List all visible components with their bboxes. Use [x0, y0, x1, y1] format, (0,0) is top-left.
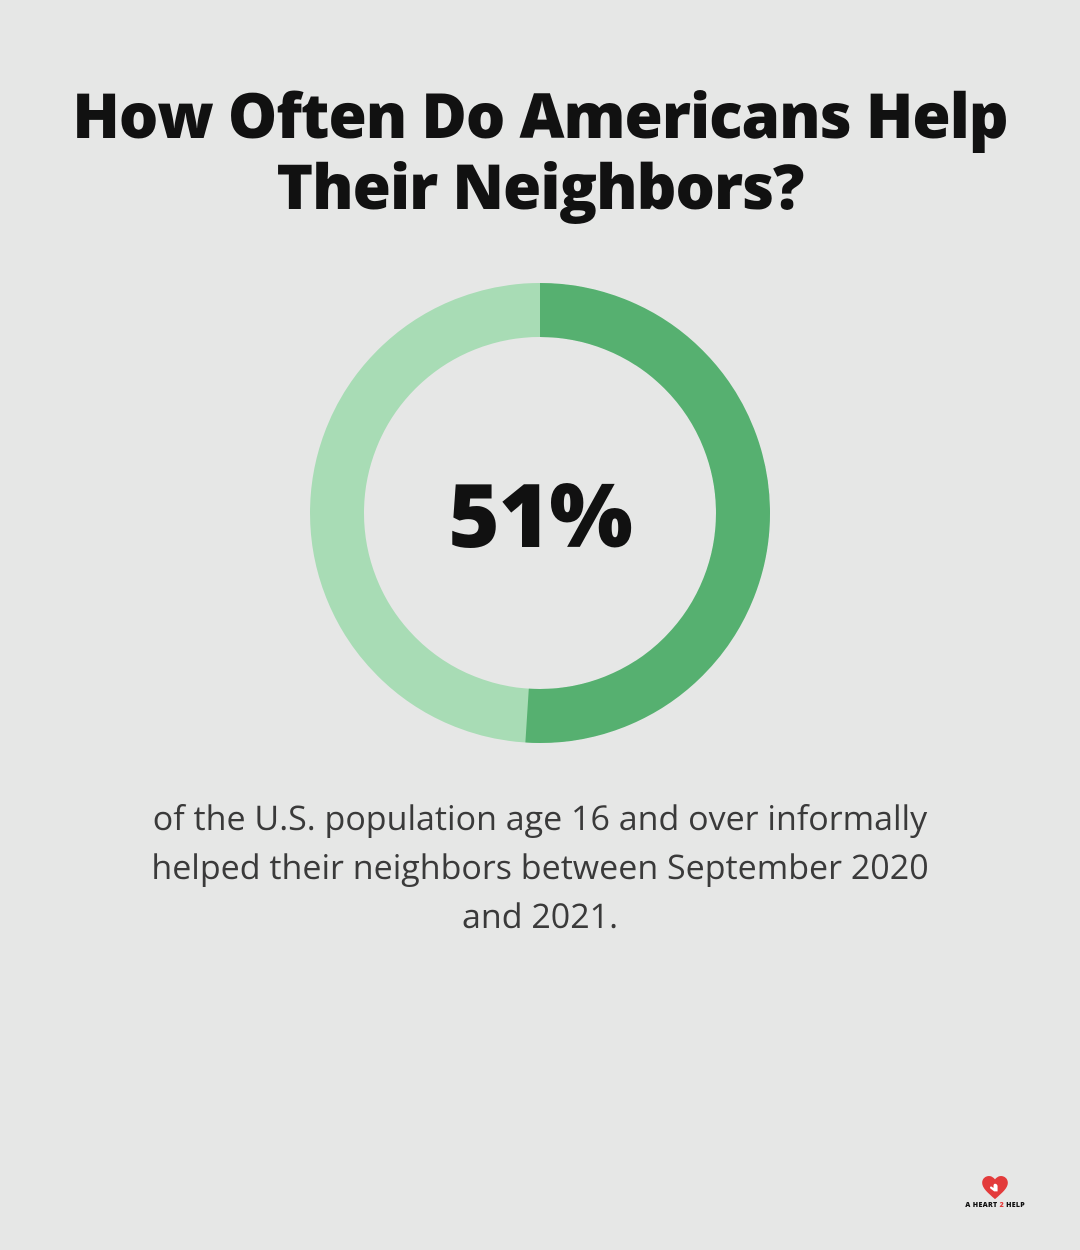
- brand-logo: A HEART 2 HELP: [965, 1176, 1025, 1210]
- heart-icon: [981, 1176, 1009, 1200]
- page-title: How Often Do Americans Help Their Neighb…: [70, 80, 1010, 223]
- caption-text: of the U.S. population age 16 and over i…: [130, 793, 950, 941]
- brand-text-b: HELP: [1004, 1201, 1025, 1210]
- infographic-canvas: How Often Do Americans Help Their Neighb…: [0, 0, 1080, 1250]
- donut-center-label: 51%: [310, 283, 770, 743]
- donut-chart: 51%: [310, 283, 770, 743]
- brand-text: A HEART 2 HELP: [965, 1201, 1025, 1210]
- brand-text-a: A HEART: [965, 1201, 999, 1210]
